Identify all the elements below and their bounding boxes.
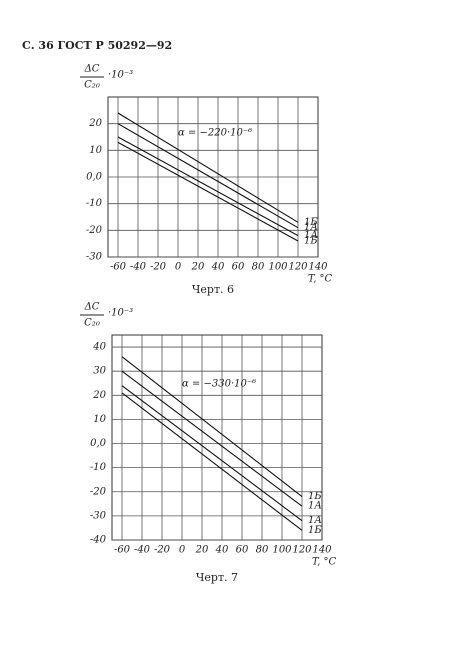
y-label-numerator: ΔC (84, 64, 100, 75)
line-label: 1А (304, 230, 318, 241)
y-label-denominator: C₂₀ (84, 80, 100, 91)
y-tick-label: 10 (93, 414, 106, 425)
x-tick-label: 20 (191, 262, 205, 273)
x-tick-label: 60 (232, 262, 245, 273)
y-tick-label: -30 (90, 510, 107, 521)
y-tick-label: -10 (86, 198, 103, 209)
y-tick-label: 10 (89, 145, 102, 156)
data-line (121, 385, 303, 522)
x-tick-label: -40 (134, 545, 151, 556)
y-tick-label: -20 (90, 486, 107, 497)
x-tick-label: 20 (195, 545, 209, 556)
line-label: 1А (308, 501, 322, 512)
data-line (121, 370, 303, 507)
x-tick-label: 40 (215, 545, 229, 556)
line-label: 1Б (308, 525, 322, 536)
x-tick-label: -60 (114, 545, 131, 556)
x-tick-label: 60 (236, 545, 249, 556)
figure-caption: Черт. 6 (192, 283, 234, 296)
line-label: 1Б (304, 217, 318, 228)
y-tick-label: 0,0 (86, 172, 103, 183)
x-tick-label: 80 (256, 545, 269, 556)
y-tick-label: -10 (90, 462, 107, 473)
y-label-numerator: ΔC (84, 302, 100, 313)
page-header: С. 36 ГОСТ Р 50292—92 (22, 39, 172, 52)
plot-frame (111, 334, 323, 541)
y-label-denominator: C₂₀ (84, 318, 100, 329)
annotation: α = −330·10⁻⁶ (182, 378, 256, 389)
data-line (121, 356, 303, 498)
x-tick-label: 0 (175, 262, 182, 273)
x-tick-label: -60 (110, 262, 127, 273)
x-tick-label: -40 (130, 262, 147, 273)
figure-caption: Черт. 7 (196, 571, 238, 584)
x-tick-label: 40 (211, 262, 225, 273)
x-tick-label: -20 (154, 545, 171, 556)
x-tick-label: 0 (179, 545, 186, 556)
y-label-factor: ·10⁻³ (108, 70, 133, 81)
data-line (117, 141, 299, 242)
y-tick-label: 30 (93, 366, 106, 377)
data-line (117, 123, 299, 229)
y-tick-label: -20 (86, 225, 103, 236)
x-tick-label: 120 (292, 545, 312, 556)
x-tick-label: 140 (312, 545, 332, 556)
line-label: 1Б (304, 236, 318, 247)
y-tick-label: 20 (92, 390, 106, 401)
x-tick-label: 140 (308, 262, 328, 273)
x-tick-label: 100 (268, 262, 288, 273)
x-axis-label: T, °C (308, 274, 333, 285)
y-tick-label: 40 (92, 342, 106, 353)
data-line (117, 112, 299, 223)
y-tick-label: -40 (90, 535, 107, 546)
y-tick-label: 20 (88, 118, 102, 129)
y-tick-label: 0,0 (90, 438, 107, 449)
x-tick-label: -20 (150, 262, 167, 273)
x-tick-label: 120 (288, 262, 308, 273)
data-line (121, 392, 303, 531)
y-label-factor: ·10⁻³ (108, 308, 133, 319)
data-line (117, 136, 299, 237)
y-tick-label: -30 (86, 252, 103, 263)
line-label: 1А (304, 222, 318, 233)
x-tick-label: 80 (252, 262, 265, 273)
line-label: 1А (308, 515, 322, 526)
annotation: α = −220·10⁻⁶ (178, 128, 252, 139)
line-label: 1Б (308, 491, 322, 502)
x-axis-label: T, °C (312, 557, 337, 568)
x-tick-label: 100 (272, 545, 292, 556)
